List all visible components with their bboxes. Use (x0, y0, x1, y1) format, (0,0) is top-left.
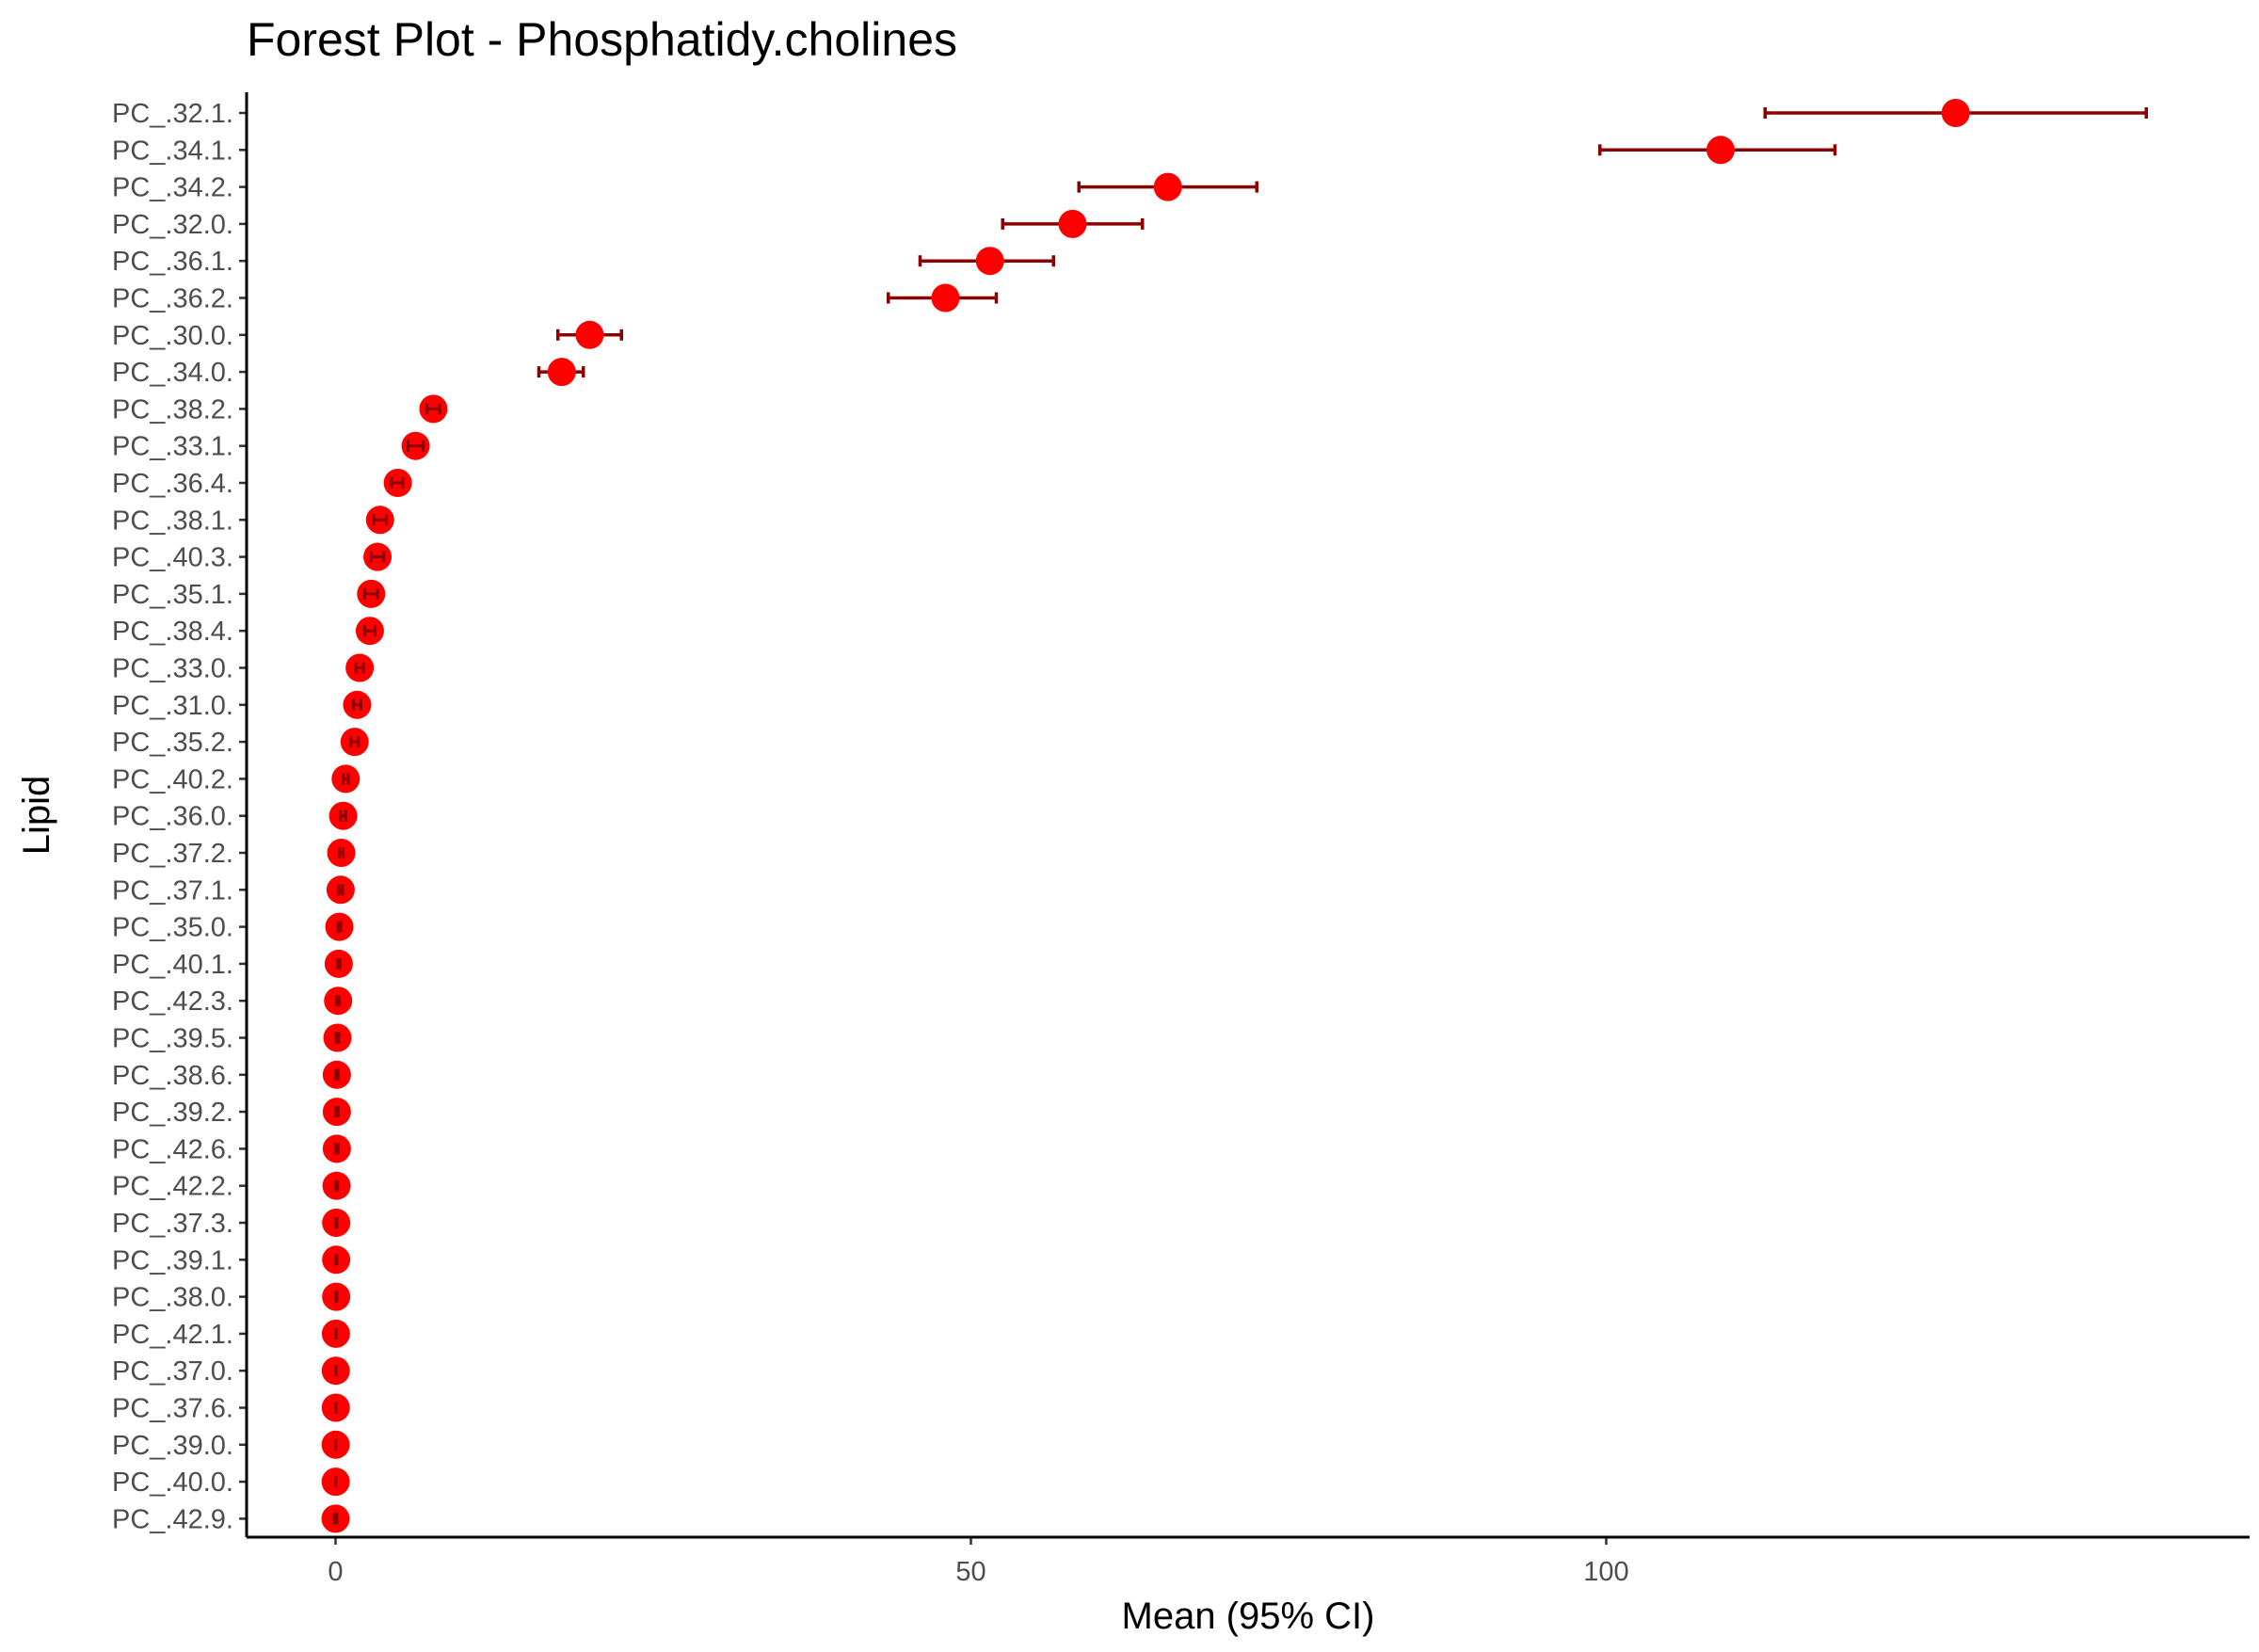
error-bars (332, 107, 2148, 1525)
error-bar-overlay (336, 921, 343, 933)
y-tick-label: PC_.38.2. (112, 394, 233, 425)
mean-points (321, 99, 1970, 1533)
mean-point (575, 320, 604, 349)
y-tick-label: PC_.38.1. (112, 505, 233, 536)
error-bar-overlay (337, 884, 344, 896)
error-bar-overlay (334, 1327, 338, 1339)
mean-point (1706, 136, 1735, 165)
error-bar-overlay (338, 847, 345, 858)
mean-point (975, 247, 1004, 276)
error-bar-overlay (334, 1217, 339, 1228)
y-axis-title: Lipid (16, 776, 57, 856)
y-tick-label: PC_.33.0. (112, 654, 233, 684)
y-tick-label: PC_.30.0. (112, 321, 233, 351)
y-tick-label: PC_.39.1. (112, 1245, 233, 1275)
y-tick-label: PC_.42.3. (112, 986, 233, 1017)
y-tick-label: PC_.37.2. (112, 839, 233, 869)
y-tick-label: PC_.37.0. (112, 1356, 233, 1387)
y-tick-label: PC_.34.2. (112, 173, 233, 203)
y-tick-label: PC_.35.1. (112, 580, 233, 610)
error-bar-overlay (354, 662, 365, 674)
y-tick-label: PC_.38.6. (112, 1061, 233, 1091)
error-bar-overlay (334, 1032, 341, 1044)
x-axis-title: Mean (95% CI) (1122, 1596, 1375, 1637)
error-bar-overlay (335, 995, 342, 1007)
y-tick-label: PC_.37.1. (112, 875, 233, 906)
error-bar-overlay (342, 773, 350, 785)
mean-point (1153, 172, 1182, 201)
error-bar-overlay (390, 477, 405, 489)
y-tick-label: PC_.39.0. (112, 1431, 233, 1461)
mean-point (931, 283, 960, 313)
error-bar-overlay (363, 587, 379, 600)
error-bar-overlay (425, 403, 441, 415)
x-tick-label: 100 (1583, 1557, 1628, 1587)
error-bar-overlay (351, 698, 362, 711)
error-bar-overlay (339, 810, 347, 822)
mean-point (547, 358, 576, 387)
error-bar-overlay (334, 1365, 338, 1377)
y-tick-label: PC_.42.9. (112, 1504, 233, 1534)
y-tick-label: PC_.42.1. (112, 1320, 233, 1350)
y-tick-label: PC_.36.0. (112, 802, 233, 832)
y-tick-label: PC_.42.2. (112, 1172, 233, 1202)
error-bar-overlay (334, 1143, 340, 1155)
mean-point (1058, 209, 1087, 238)
y-tick-label: PC_.40.0. (112, 1468, 233, 1498)
error-bar-overlay (332, 1513, 339, 1525)
y-tick-label: PC_.34.1. (112, 136, 233, 166)
y-tick-label: PC_.34.0. (112, 358, 233, 388)
error-bar-overlay (363, 625, 376, 637)
y-tick-label: PC_.31.0. (112, 691, 233, 721)
error-bar-overlay (334, 1291, 339, 1303)
error-bar-overlay (406, 440, 425, 452)
error-bar-overlay (334, 1254, 339, 1266)
y-tick-label: PC_.40.3. (112, 543, 233, 573)
x-tick-label: 0 (328, 1557, 343, 1587)
y-tick-label: PC_.37.3. (112, 1209, 233, 1239)
y-tick-label: PC_.38.0. (112, 1283, 233, 1313)
y-tick-label: PC_.35.0. (112, 913, 233, 943)
y-tick-label: PC_.39.5. (112, 1024, 233, 1054)
y-tick-label: PC_.36.4. (112, 469, 233, 499)
y-tick-label: PC_.38.4. (112, 617, 233, 647)
y-tick-label: PC_.39.2. (112, 1098, 233, 1128)
y-tick-label: PC_.37.6. (112, 1394, 233, 1424)
y-axis-ticks: PC_.32.1. PC_.34.1. PC_.34.2. PC_.32.0. PC_.… (112, 99, 247, 1534)
y-tick-label: PC_.32.1. (112, 99, 233, 129)
error-bar-overlay (336, 957, 342, 970)
error-bar-overlay (372, 514, 388, 526)
y-tick-label: PC_.42.6. (112, 1134, 233, 1164)
x-axis-ticks: 0 50 100 (328, 1537, 1629, 1587)
error-bar-overlay (369, 551, 386, 563)
y-tick-label: PC_.36.2. (112, 284, 233, 314)
error-bar-overlay (334, 1068, 340, 1081)
x-tick-label: 50 (955, 1557, 985, 1587)
error-bar-overlay (334, 1106, 340, 1118)
error-bar-overlay (334, 1179, 340, 1192)
y-tick-label: PC_.35.2. (112, 728, 233, 758)
y-tick-label: PC_.33.1. (112, 432, 233, 462)
chart-title: Forest Plot - Phosphatidy.cholines (247, 13, 957, 66)
error-bar-overlay (334, 1402, 338, 1414)
error-bar-overlay (349, 736, 360, 748)
y-tick-label: PC_.32.0. (112, 210, 233, 240)
y-tick-label: PC_.40.2. (112, 764, 233, 794)
y-tick-label: PC_.36.1. (112, 247, 233, 277)
mean-point (1941, 99, 1970, 127)
y-tick-label: PC_.40.1. (112, 950, 233, 980)
